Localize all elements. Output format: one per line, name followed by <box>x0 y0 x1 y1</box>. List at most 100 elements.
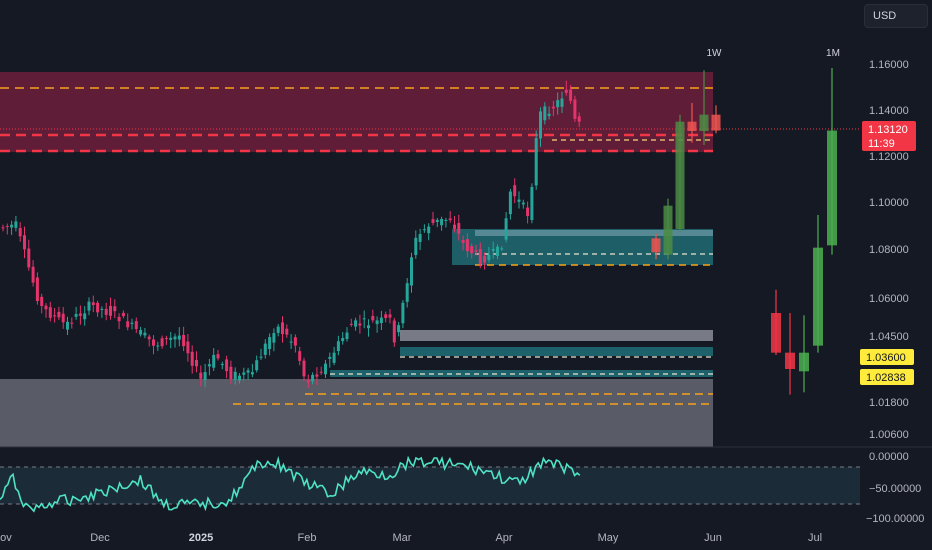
level-price-value: 1.02838 <box>866 372 906 384</box>
candle-body <box>341 338 345 342</box>
candle-body <box>388 314 392 318</box>
candle-body <box>405 283 409 302</box>
candle-body <box>10 224 14 228</box>
candle-body <box>48 307 52 318</box>
candle-body <box>27 248 31 268</box>
time-tick-label: 2025 <box>189 532 213 544</box>
time-tick-label: Dec <box>90 532 110 544</box>
candle-body <box>392 320 396 343</box>
candle-body <box>319 371 323 373</box>
candle-body <box>220 363 224 365</box>
candle-body <box>336 341 340 352</box>
current-price-countdown: 11:39 <box>868 138 895 150</box>
price-tick-label: 1.01800 <box>869 397 909 409</box>
candle-body <box>147 336 151 340</box>
candle-body <box>422 229 426 231</box>
candle-body <box>577 116 581 122</box>
candle-body <box>182 334 186 347</box>
candle-body <box>35 277 39 302</box>
candle-body <box>199 372 203 379</box>
monthly-candle-body <box>785 352 795 369</box>
candle-body <box>371 316 375 321</box>
candle-body <box>1 227 5 229</box>
candle-body <box>152 339 155 346</box>
candle-body <box>238 375 241 381</box>
candle-body <box>100 308 104 310</box>
candle-body <box>478 248 482 265</box>
support-zone-mid <box>400 347 713 356</box>
price-tick-label: 1.04500 <box>869 331 909 343</box>
candle-body <box>556 100 560 108</box>
time-tick-label: Mar <box>393 532 412 544</box>
price-tick-label: 1.14000 <box>869 105 909 117</box>
htf-label-weekly: 1W <box>707 48 723 59</box>
candle-body <box>83 313 87 320</box>
candle-body <box>70 322 74 324</box>
candle-body <box>160 338 164 347</box>
candle-body <box>268 337 272 350</box>
candle-body <box>564 89 568 93</box>
candle-body <box>293 337 297 346</box>
candle-body <box>225 359 229 372</box>
candle-body <box>61 313 65 323</box>
axes-layer: 1W 1M 1.16000 1.14000 1.12000 1.10000 1.08000 1… <box>0 48 924 544</box>
currency-button[interactable]: USD <box>864 4 928 28</box>
candle-body <box>311 374 315 382</box>
candle-body <box>113 306 117 312</box>
candle-body <box>517 199 521 202</box>
candle-body <box>173 336 177 340</box>
candle-body <box>440 218 444 226</box>
candle-body <box>255 360 259 371</box>
candle-body <box>169 337 173 340</box>
candle-body <box>130 322 134 324</box>
candle-body <box>216 354 220 359</box>
candle-body <box>431 219 435 223</box>
current-price-badge <box>862 121 916 151</box>
gray-zone-mid <box>400 330 713 341</box>
candle-body <box>349 323 353 325</box>
candle-body <box>78 313 82 316</box>
candle-body <box>418 234 422 242</box>
time-tick-label: Apr <box>495 532 512 544</box>
oscillator-tick-label: −100.00000 <box>866 513 924 525</box>
candle-body <box>414 237 418 256</box>
weekly-candle-body <box>699 114 709 131</box>
candle-body <box>487 254 491 260</box>
candle-body <box>427 226 431 234</box>
candle-body <box>367 325 370 329</box>
candle-body <box>324 363 327 375</box>
candle-body <box>435 219 439 222</box>
candle-body <box>121 312 125 317</box>
monthly-candle-body <box>799 352 809 372</box>
candle-body <box>276 326 280 333</box>
monthly-candle-body <box>813 247 823 346</box>
weekly-candle-body <box>663 205 673 255</box>
candle-body <box>513 185 517 197</box>
time-tick-label: Jul <box>808 532 822 544</box>
candle-body <box>410 257 413 286</box>
candle-body <box>375 320 379 325</box>
candle-body <box>207 364 211 367</box>
candle-body <box>384 314 388 319</box>
candle-body <box>203 372 207 380</box>
lower-gray-zone <box>0 379 713 447</box>
candle-body <box>91 302 95 305</box>
candle-body <box>491 248 495 251</box>
oscillator-line <box>0 455 581 513</box>
candle-body <box>126 321 130 328</box>
candle-body <box>534 137 538 186</box>
candle-body <box>560 98 564 107</box>
candle-body <box>104 308 108 315</box>
candle-body <box>246 370 250 373</box>
candle-body <box>401 302 405 324</box>
monthly-candle-body <box>827 130 837 246</box>
candle-body <box>117 316 121 322</box>
candle-body <box>500 248 504 250</box>
candle-body <box>74 314 78 317</box>
candles-layer <box>1 80 581 388</box>
candle-body <box>465 239 469 252</box>
candle-body <box>263 343 267 355</box>
candle-body <box>547 113 551 117</box>
candle-body <box>302 360 306 377</box>
